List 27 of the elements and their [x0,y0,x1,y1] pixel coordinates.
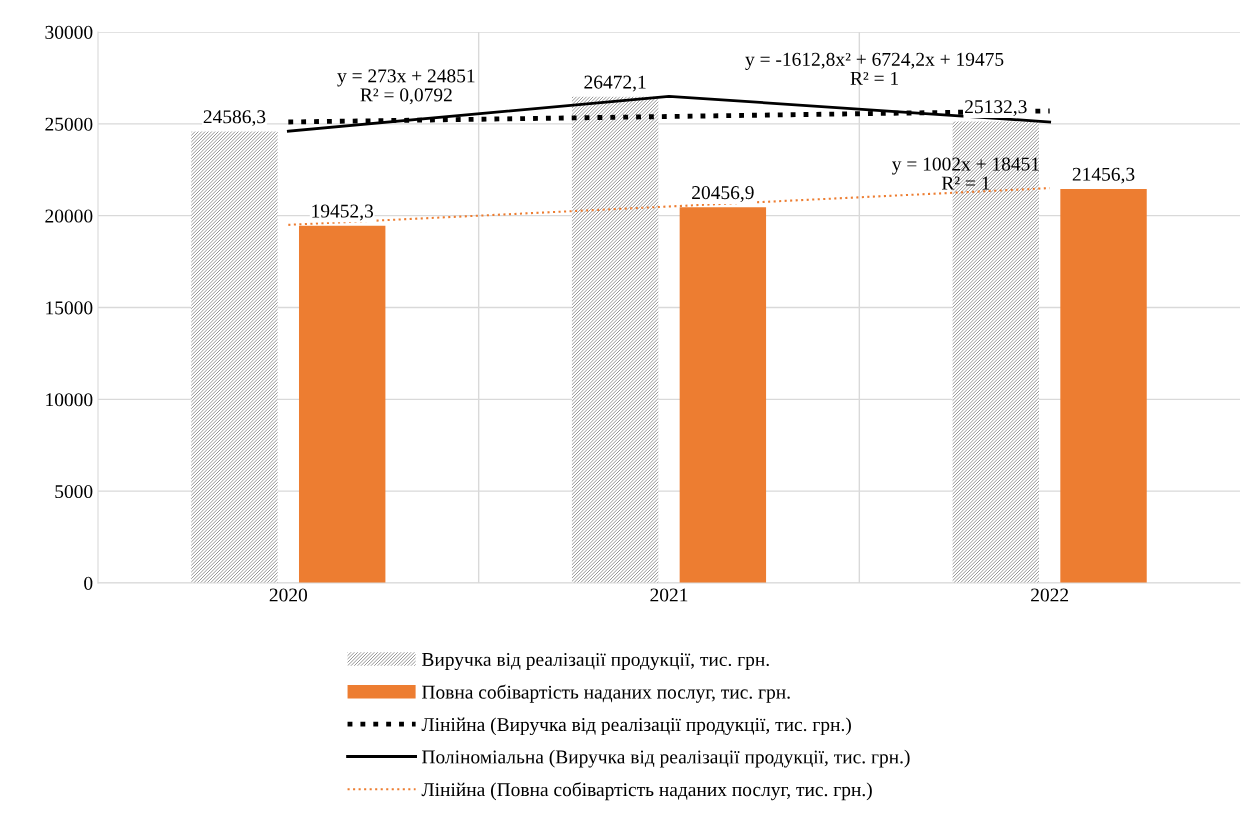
legend-label: Лінійна (Виручка від реалізації продукції, тис. грн.) [421,717,851,736]
x-tick-label: 2021 [650,588,688,602]
data-label: 25132,3 [965,100,1027,117]
data-label: 26472,1 [584,75,646,92]
y-tick-label: 5000 [55,484,93,499]
legend-label: Повна собівартість наданих послуг, тис. грн. [422,684,790,703]
legend-label: Виручка від реалізації продукції, тис. грн. [422,652,769,671]
x-tick-label: 2020 [269,588,308,602]
y-tick-label: 15000 [46,301,93,315]
data-label: 19452,3 [312,204,374,221]
y-tick-label: 10000 [46,393,93,407]
data-label: 20456,9 [692,186,754,202]
legend-label: Лінійна (Повна собівартість наданих послуг, тис. грн.) [421,782,872,801]
y-tick-label: 0 [84,576,93,590]
bar [191,131,278,583]
bar [571,96,659,583]
data-label: 24586,3 [203,110,266,127]
y-tick-label: 25000 [45,117,93,131]
y-tick-label: 30000 [45,25,93,39]
legend-label: Поліноміальна (Виручка від реалізації продукції, тис. грн.) [422,749,910,768]
annotation: y = 1002x + 18451 R² = 1 [892,157,1039,190]
y-tick-label: 20000 [45,209,93,223]
data-label: 21456,3 [1072,167,1135,184]
annotation: y = 273x + 24851 R² = 0,0792 [337,69,475,105]
x-tick-label: 2022 [1031,588,1069,602]
bar [1060,188,1147,583]
annotation: y = -1612,8x² + 6724,2x + 19475 R² = 1 [745,52,1004,85]
